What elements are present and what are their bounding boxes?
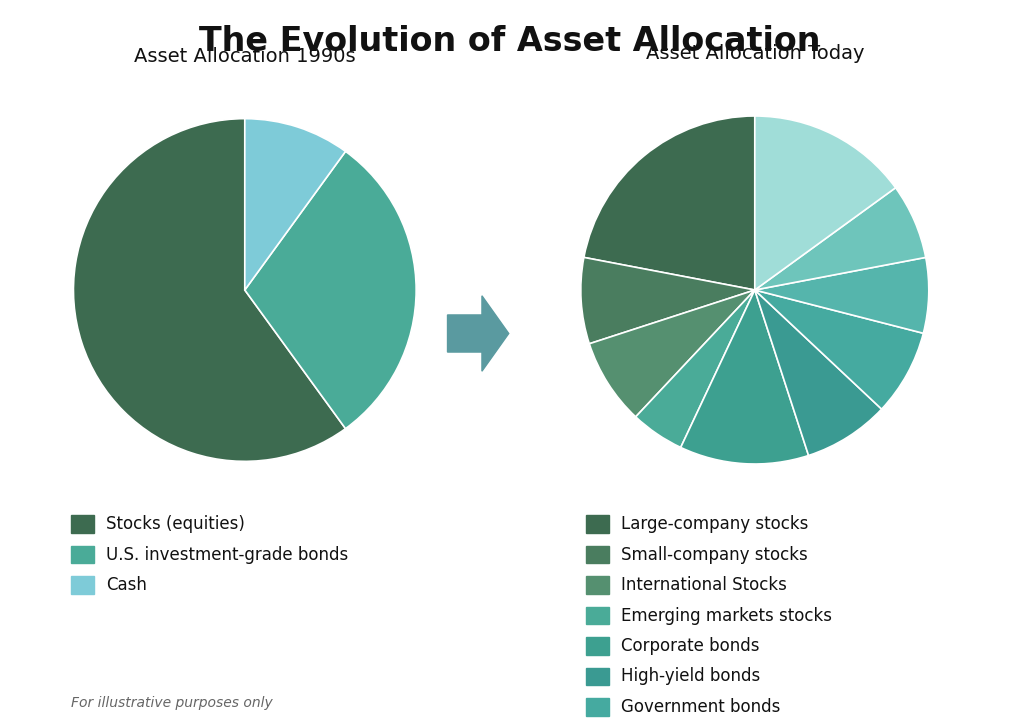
Wedge shape xyxy=(73,119,345,461)
FancyArrow shape xyxy=(447,296,508,371)
Text: Small-company stocks: Small-company stocks xyxy=(621,546,807,563)
Title: Asset Allocation Today: Asset Allocation Today xyxy=(645,44,863,62)
Text: The Evolution of Asset Allocation: The Evolution of Asset Allocation xyxy=(199,25,820,59)
Wedge shape xyxy=(754,257,928,334)
Text: International Stocks: International Stocks xyxy=(621,576,787,594)
Wedge shape xyxy=(680,290,808,464)
Text: Corporate bonds: Corporate bonds xyxy=(621,637,759,655)
Text: Emerging markets stocks: Emerging markets stocks xyxy=(621,607,832,624)
Text: U.S. investment-grade bonds: U.S. investment-grade bonds xyxy=(106,546,348,563)
Text: For illustrative purposes only: For illustrative purposes only xyxy=(71,696,273,710)
Text: Large-company stocks: Large-company stocks xyxy=(621,515,808,533)
Wedge shape xyxy=(754,188,925,290)
Wedge shape xyxy=(754,290,880,455)
Wedge shape xyxy=(245,152,416,428)
Title: Asset Allocation 1990s: Asset Allocation 1990s xyxy=(133,47,356,66)
Text: Government bonds: Government bonds xyxy=(621,698,780,716)
Wedge shape xyxy=(754,290,922,409)
Text: High-yield bonds: High-yield bonds xyxy=(621,668,760,685)
Wedge shape xyxy=(635,290,754,447)
Wedge shape xyxy=(583,116,754,290)
Wedge shape xyxy=(754,116,895,290)
Text: Stocks (equities): Stocks (equities) xyxy=(106,515,245,533)
Wedge shape xyxy=(580,257,754,344)
Wedge shape xyxy=(589,290,754,417)
Text: Cash: Cash xyxy=(106,576,147,594)
Wedge shape xyxy=(245,119,345,290)
